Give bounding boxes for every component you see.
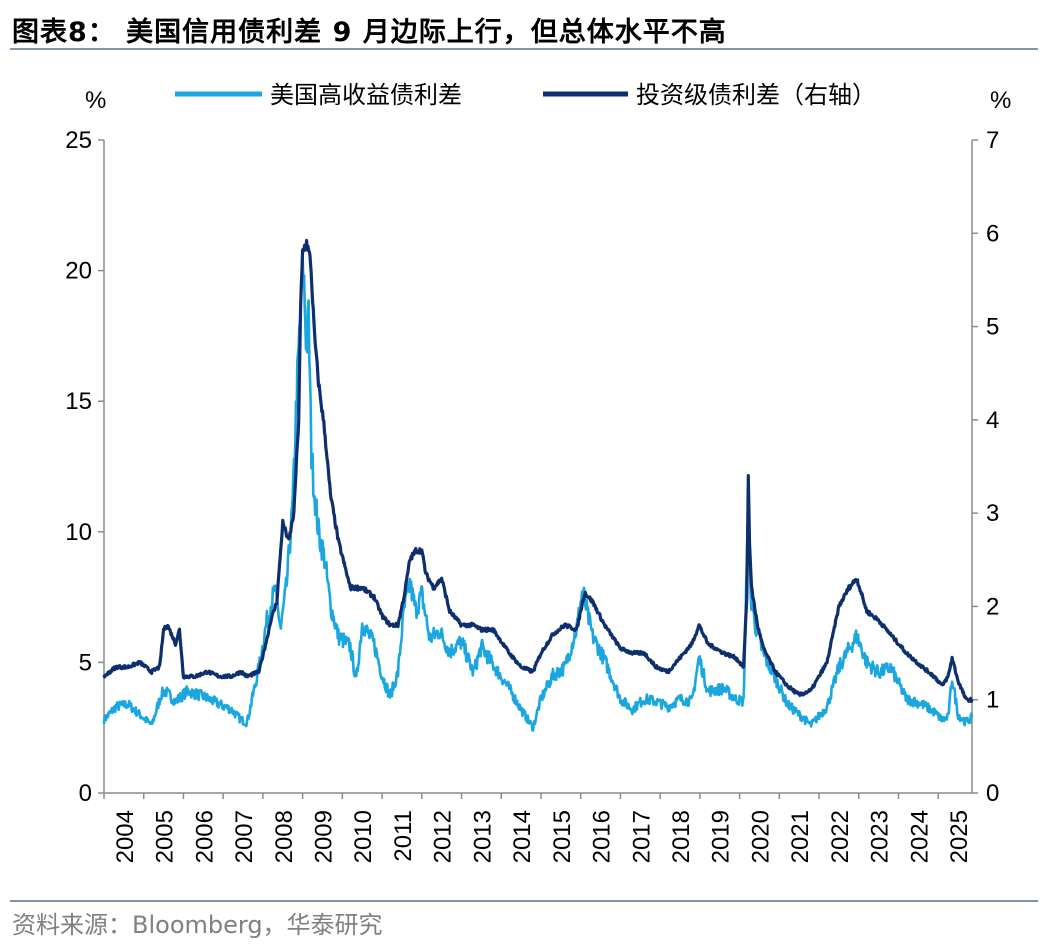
- x-axis-ticks: 2004 2005 2006 2007 2008 2009 2010 2011 2012 2013…: [103, 793, 973, 863]
- x-tick-label: 2015: [549, 810, 576, 863]
- left-tick-label: 20: [65, 258, 92, 285]
- x-tick-label: 2005: [152, 810, 179, 863]
- x-tick-label: 2007: [231, 810, 258, 863]
- left-tick-label: 15: [65, 388, 92, 415]
- x-tick-label: 2016: [589, 810, 616, 863]
- right-tick-label: 7: [986, 127, 999, 154]
- x-tick-label: 2006: [191, 810, 218, 863]
- x-tick-label: 2021: [787, 810, 814, 863]
- x-tick-label: 2019: [708, 810, 735, 863]
- legend-label-high-yield: 美国高收益债利差: [270, 81, 462, 109]
- right-tick-label: 3: [986, 500, 999, 527]
- source-note: 资料来源：Bloomberg，华泰研究: [12, 911, 383, 939]
- x-tick-label: 2022: [827, 810, 854, 863]
- x-tick-label: 2004: [112, 810, 139, 863]
- plot-series: [102, 238, 974, 732]
- legend: 美国高收益债利差 投资级债利差（右轴）: [175, 81, 876, 109]
- x-tick-label: 2014: [509, 810, 536, 863]
- figure-title: 图表8： 美国信用债利差 9 月边际上行，但总体水平不高: [12, 17, 727, 48]
- legend-label-investment-grade: 投资级债利差（右轴）: [636, 81, 876, 109]
- left-axis-ticks: 0 5 10 15 20 25: [65, 127, 104, 807]
- right-axis-ticks: 0 1 2 3 4 5 6 7: [972, 127, 999, 807]
- x-tick-label: 2010: [350, 810, 377, 863]
- right-tick-label: 0: [986, 780, 999, 807]
- right-axis-unit: %: [990, 87, 1011, 114]
- series-line-investment-grade: [102, 238, 974, 704]
- x-tick-label: 2025: [946, 810, 973, 863]
- x-tick-label: 2017: [628, 810, 655, 863]
- right-tick-label: 6: [986, 220, 999, 247]
- left-tick-label: 25: [65, 127, 92, 154]
- left-tick-label: 5: [79, 649, 92, 676]
- left-tick-label: 0: [79, 780, 92, 807]
- x-tick-label: 2023: [867, 810, 894, 863]
- left-tick-label: 10: [65, 519, 92, 546]
- x-tick-label: 2009: [310, 810, 337, 863]
- right-tick-label: 4: [986, 407, 999, 434]
- x-tick-label: 2012: [430, 810, 457, 863]
- bottom-rule: [10, 900, 1038, 902]
- series-line-high-yield: [102, 257, 974, 732]
- x-tick-label: 2011: [390, 810, 417, 862]
- right-tick-label: 2: [986, 593, 999, 620]
- top-rule: [10, 48, 1038, 50]
- left-axis-unit: %: [85, 87, 106, 114]
- x-tick-label: 2008: [271, 810, 298, 863]
- right-tick-label: 5: [986, 314, 999, 341]
- x-tick-label: 2013: [469, 810, 496, 863]
- x-tick-label: 2024: [906, 810, 933, 863]
- x-tick-label: 2020: [747, 810, 774, 863]
- right-tick-label: 1: [986, 687, 999, 714]
- x-tick-label: 2018: [668, 810, 695, 863]
